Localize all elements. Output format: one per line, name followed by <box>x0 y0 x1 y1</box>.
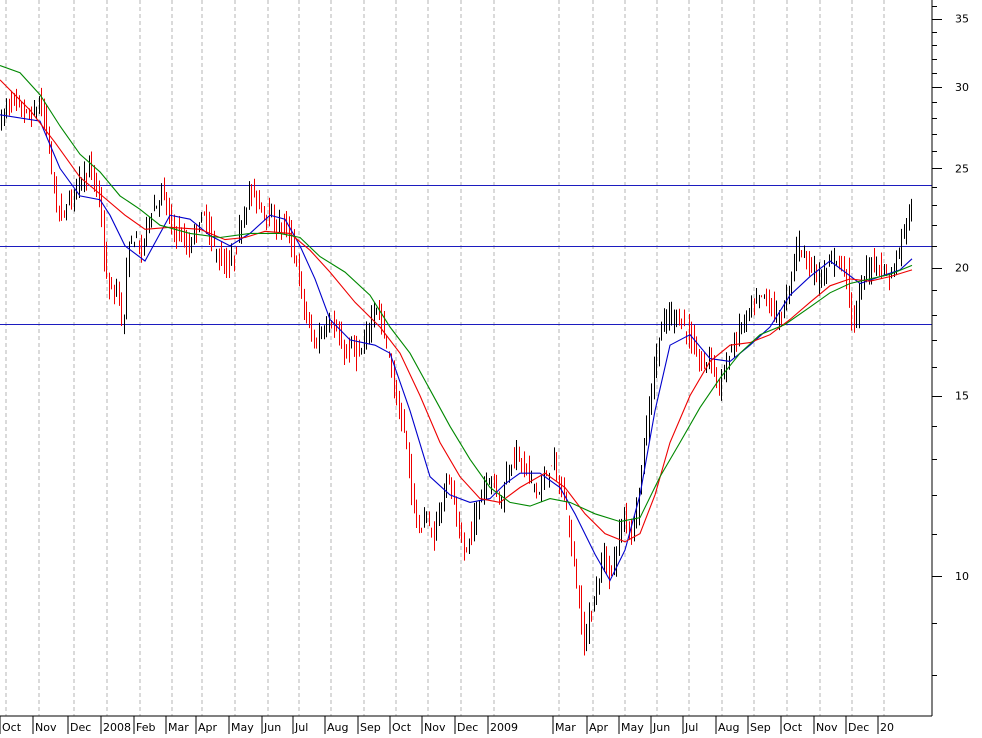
x-tick-label: Apr <box>198 721 218 734</box>
x-tick-label: Nov <box>424 721 446 734</box>
x-tick-label: Sep <box>360 721 381 734</box>
x-tick-label: Feb <box>136 721 155 734</box>
x-tick-label: Aug <box>718 721 739 734</box>
y-tick-label: 25 <box>955 162 969 175</box>
x-tick-label: Oct <box>392 721 412 734</box>
plot-background <box>0 0 932 716</box>
x-tick-label: Oct <box>783 721 803 734</box>
x-tick-label: Dec <box>848 721 869 734</box>
y-tick-label: 15 <box>955 390 969 403</box>
x-tick-label: Aug <box>327 721 348 734</box>
x-tick-label: Dec <box>457 721 478 734</box>
x-tick-label: Nov <box>35 721 57 734</box>
x-tick-label: Jun <box>263 721 281 734</box>
x-axis: Oct Nov Dec 2008 Feb Mar Apr May Jun Jul Aug Sep Oct… <box>0 716 894 734</box>
y-tick-label: 35 <box>955 13 969 26</box>
x-tick-label: Sep <box>750 721 771 734</box>
moving-average-line-1 <box>0 79 913 543</box>
y-tick-label: 10 <box>955 570 969 583</box>
x-tick-label: 2009 <box>490 721 518 734</box>
y-tick-label: 20 <box>955 262 969 275</box>
x-tick-label: Oct <box>2 721 22 734</box>
x-tick-label: May <box>621 721 644 734</box>
x-tick-label: Nov <box>816 721 838 734</box>
y-tick-label: 30 <box>955 81 969 94</box>
x-tick-label: Mar <box>168 721 189 734</box>
level-layer <box>0 185 932 325</box>
moving-average-line-2 <box>0 64 913 523</box>
x-tick-label: 20 <box>880 721 894 734</box>
x-tick-label: 2008 <box>103 721 131 734</box>
y-axis: 35 30 25 20 15 10 <box>932 6 969 676</box>
x-tick-label: Jul <box>294 721 308 734</box>
x-tick-label: Jun <box>652 721 670 734</box>
grid-layer <box>5 0 885 716</box>
moving-average-line-0 <box>0 114 913 582</box>
x-tick-label: Apr <box>589 721 609 734</box>
x-tick-label: Mar <box>555 721 576 734</box>
x-tick-label: Jul <box>684 721 698 734</box>
x-tick-label: Dec <box>70 721 91 734</box>
moving-averages <box>0 64 913 582</box>
x-tick-label: May <box>231 721 254 734</box>
